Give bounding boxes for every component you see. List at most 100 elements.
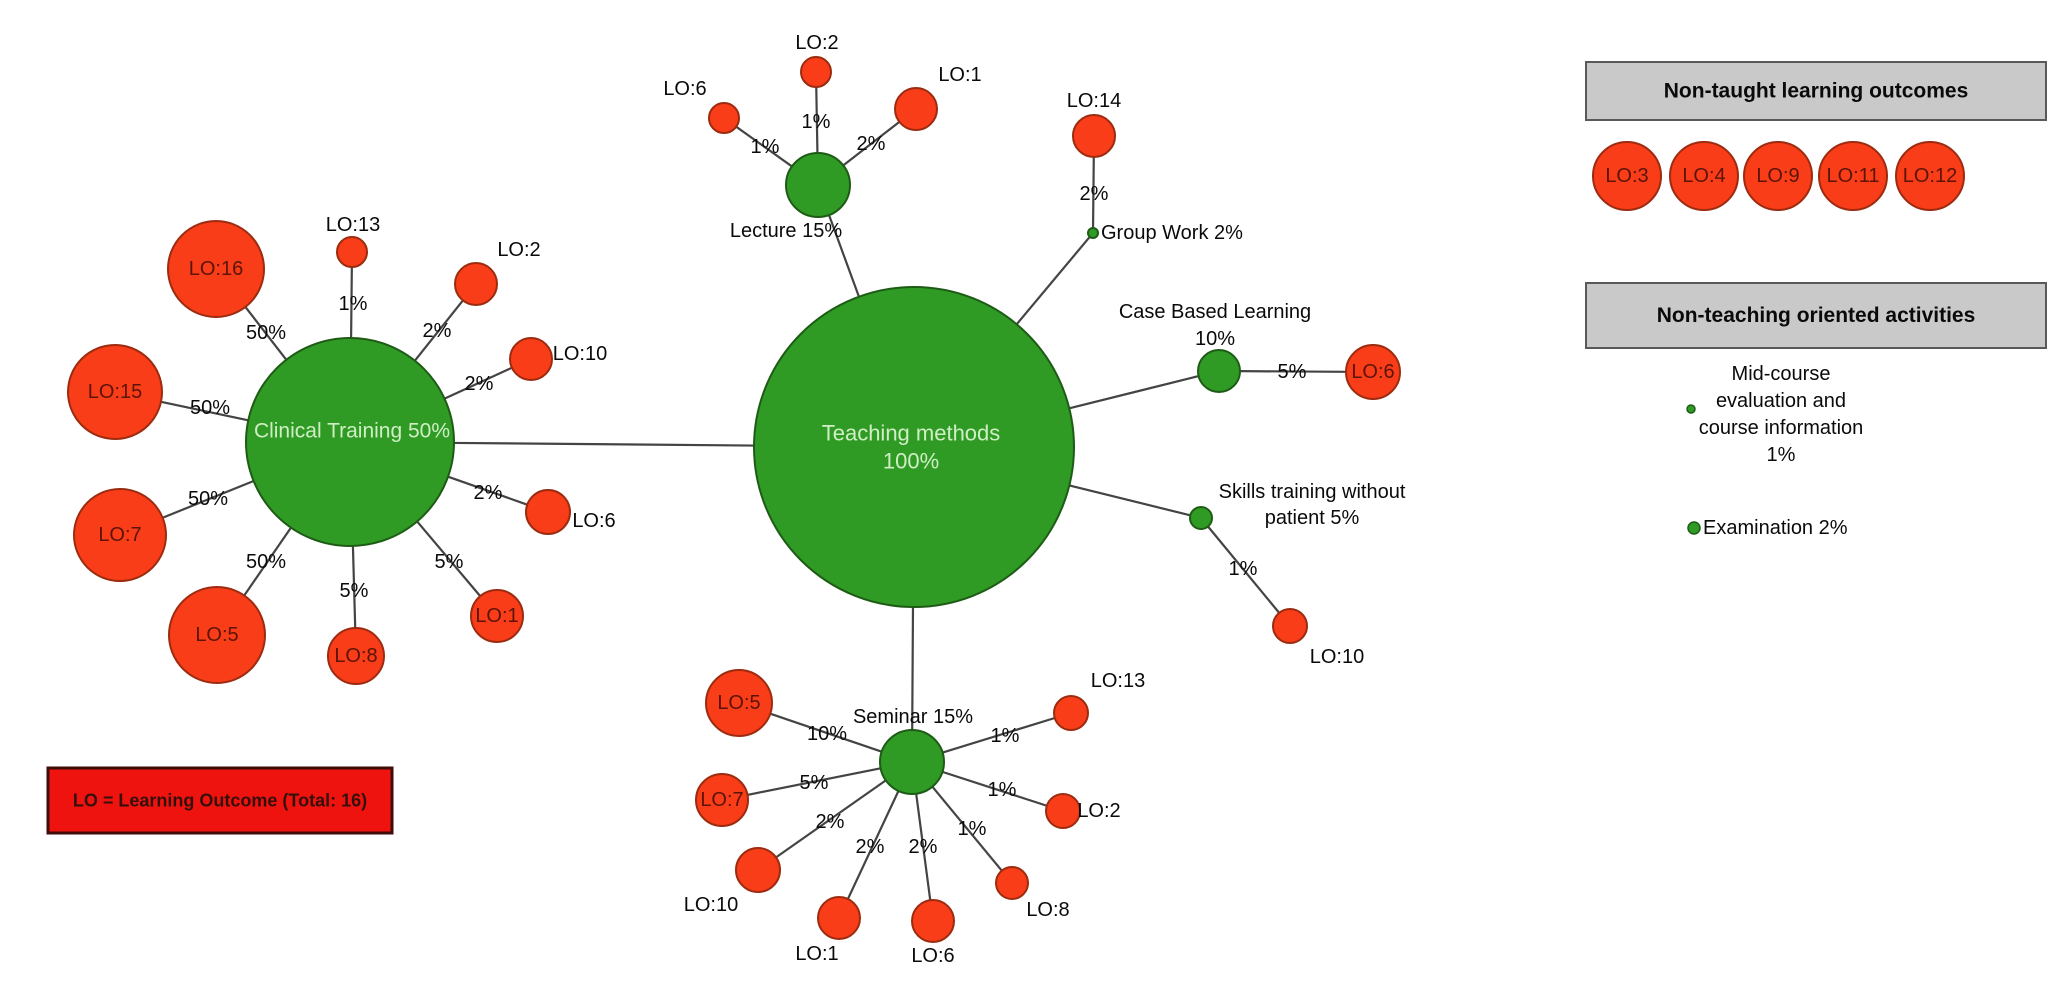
node-lo-10-clinical-training xyxy=(509,337,553,381)
pct-label-lo-2-seminar: 1% xyxy=(988,779,1017,801)
label-lo-6-clinical-training: LO:6 xyxy=(572,510,615,532)
node-lo-1-clinical-training xyxy=(470,589,524,643)
edge-teaching-methods-group-work xyxy=(1015,236,1091,325)
edge-seminar-lo-2 xyxy=(942,770,1048,807)
pct-label-lo-2-lecture: 1% xyxy=(802,111,831,133)
label-teaching-methods-line-2: 100% xyxy=(883,449,939,474)
label-mid-course-evaluation-line-3: course information xyxy=(1699,417,1864,439)
label-lo-1-lecture: LO:1 xyxy=(938,64,981,86)
edge-seminar-lo-10 xyxy=(775,779,887,859)
label-lo-11-non-taught: LO:11 xyxy=(1827,165,1880,187)
edge-teaching-methods-lecture xyxy=(827,214,860,298)
pct-label-lo-2-clinical-training: 2% xyxy=(423,320,452,342)
node-lo-16-clinical-training xyxy=(167,220,265,318)
pct-label-lo-10-seminar: 2% xyxy=(816,811,845,833)
node-case-based-learning xyxy=(1197,349,1241,393)
pct-label-lo-10-clinical-training: 2% xyxy=(465,373,494,395)
label-lo-15-clinical-training: LO:15 xyxy=(88,381,142,403)
edge-clinical-training-lo-7 xyxy=(162,479,254,519)
label-mid-course-evaluation-line-1: Mid-course xyxy=(1732,363,1831,385)
edge-seminar-lo-13 xyxy=(942,716,1056,754)
pct-label-lo-5-seminar: 10% xyxy=(807,723,847,745)
node-lo-2-seminar xyxy=(1045,793,1081,829)
label-lo-6-case-based-learning: LO:6 xyxy=(1351,361,1394,383)
pct-label-lo-7-clinical-training: 50% xyxy=(188,488,228,510)
label-lo-13-seminar: LO:13 xyxy=(1091,670,1145,692)
label-lo-10-skills-training-without-patient: LO:10 xyxy=(1310,646,1364,668)
pct-label-lo-5-clinical-training: 50% xyxy=(246,551,286,573)
node-lo-2-clinical-training xyxy=(454,262,498,306)
label-lo-2-lecture: LO:2 xyxy=(795,32,838,54)
edge-teaching-methods-seminar xyxy=(911,606,915,731)
node-skills-training-without-patient xyxy=(1189,506,1213,530)
pct-label-lo-13-seminar: 1% xyxy=(991,725,1020,747)
edge-clinical-training-lo-1 xyxy=(416,520,482,597)
edge-clinical-training-lo-16 xyxy=(244,306,288,361)
edge-lecture-lo-1 xyxy=(842,121,901,167)
legend-text: LO = Learning Outcome (Total: 16) xyxy=(73,791,367,811)
mid-course-evaluation-dot xyxy=(1686,404,1696,414)
pct-label-lo-6-case-based-learning: 5% xyxy=(1278,361,1307,383)
node-lo-6-case-based-learning xyxy=(1345,344,1401,400)
node-lo-14-group-work xyxy=(1072,114,1116,158)
edge-seminar-lo-8 xyxy=(931,785,1003,872)
label-lo-14-group-work: LO:14 xyxy=(1067,90,1121,112)
node-lo-5-clinical-training xyxy=(168,586,266,684)
pct-label-lo-14-group-work: 2% xyxy=(1080,183,1109,205)
edge-group-work-lo-14 xyxy=(1091,156,1095,229)
node-seminar xyxy=(879,729,945,795)
edge-seminar-lo-6 xyxy=(915,793,932,901)
node-lo-5-seminar xyxy=(705,669,773,737)
node-lo-9-non-taught xyxy=(1743,141,1813,211)
non-taught-header-box xyxy=(1585,61,2047,121)
label-clinical-training-line-1: Clinical Training 50% xyxy=(254,420,450,443)
pct-label-lo-6-seminar: 2% xyxy=(909,836,938,858)
label-lo-6-lecture: LO:6 xyxy=(663,78,706,100)
non-teaching-title: Non-teaching oriented activities xyxy=(1657,304,1976,327)
node-lo-10-skills-training-without-patient xyxy=(1272,608,1308,644)
label-lo-12-non-taught: LO:12 xyxy=(1903,165,1957,187)
node-lo-7-seminar xyxy=(695,773,749,827)
label-lo-9-non-taught: LO:9 xyxy=(1756,165,1799,187)
edge-clinical-training-lo-10 xyxy=(444,366,513,400)
edge-skills-training-without-patient-lo-10 xyxy=(1207,525,1281,614)
label-lo-3-non-taught: LO:3 xyxy=(1605,165,1648,187)
edge-clinical-training-lo-6 xyxy=(447,475,528,506)
node-lo-2-lecture xyxy=(800,56,832,88)
label-group-work-line-1: Group Work 2% xyxy=(1101,222,1243,244)
node-lo-8-clinical-training xyxy=(327,627,385,685)
label-lo-16-clinical-training: LO:16 xyxy=(189,258,243,280)
label-lo-5-clinical-training: LO:5 xyxy=(195,624,238,646)
edge-clinical-training-lo-15 xyxy=(160,400,249,422)
node-clinical-training xyxy=(245,337,455,547)
label-examination-line-1: Examination 2% xyxy=(1703,517,1848,539)
node-lo-1-seminar xyxy=(817,896,861,940)
label-lo-4-non-taught: LO:4 xyxy=(1682,165,1725,187)
node-lo-4-non-taught xyxy=(1669,141,1739,211)
label-lo-1-seminar: LO:1 xyxy=(795,943,838,965)
label-lo-7-seminar: LO:7 xyxy=(700,789,743,811)
label-lo-7-clinical-training: LO:7 xyxy=(98,524,141,546)
pct-label-lo-16-clinical-training: 50% xyxy=(246,322,286,344)
edge-seminar-lo-1 xyxy=(846,790,900,900)
edge-case-based-learning-lo-6 xyxy=(1239,370,1347,373)
node-lo-8-seminar xyxy=(995,866,1029,900)
label-skills-training-without-patient-line-1: Skills training without xyxy=(1219,481,1406,503)
edge-teaching-methods-skills-training-without-patient xyxy=(1069,484,1191,517)
pct-label-lo-8-clinical-training: 5% xyxy=(340,580,369,602)
node-lo-10-seminar xyxy=(735,847,781,893)
edge-lecture-lo-6 xyxy=(735,125,793,168)
edge-teaching-methods-case-based-learning xyxy=(1068,375,1199,410)
label-lo-13-clinical-training: LO:13 xyxy=(326,214,380,236)
pct-label-lo-15-clinical-training: 50% xyxy=(190,397,230,419)
node-lo-6-seminar xyxy=(911,899,955,943)
label-mid-course-evaluation-line-2: evaluation and xyxy=(1716,390,1846,412)
examination-dot xyxy=(1687,521,1701,535)
node-group-work xyxy=(1087,227,1099,239)
edge-seminar-lo-7 xyxy=(747,767,881,796)
pct-label-lo-1-lecture: 2% xyxy=(857,133,886,155)
edge-clinical-training-lo-2 xyxy=(413,299,464,362)
label-lo-8-clinical-training: LO:8 xyxy=(334,645,377,667)
